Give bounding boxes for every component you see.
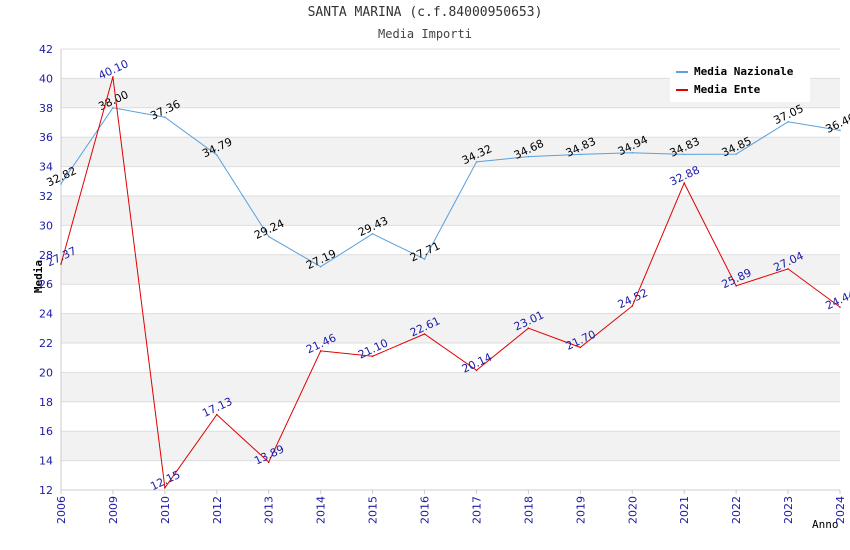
data-point: [579, 153, 582, 156]
data-point: [787, 120, 789, 123]
x-tick-label: 2020: [626, 496, 639, 524]
y-tick-label: 42: [39, 43, 53, 56]
legend-label-nazionale: Media Nazionale: [694, 65, 794, 78]
data-point: [164, 116, 166, 119]
x-tick-label: 2018: [522, 496, 535, 524]
data-point: [267, 461, 270, 464]
data-point: [735, 153, 737, 155]
series-line-nazionale: [60, 107, 841, 268]
data-point: [787, 268, 789, 270]
data-point: [423, 333, 426, 335]
y-tick-label: 28: [39, 249, 53, 262]
x-tick-label: 2014: [315, 496, 328, 524]
data-point: [579, 346, 582, 349]
data-point: [683, 153, 685, 156]
data-label: 24.44: [823, 287, 850, 312]
data-point: [112, 76, 114, 78]
y-tick-label: 22: [39, 337, 53, 350]
data-point: [216, 413, 218, 416]
legend-swatch-nazionale: [676, 71, 688, 73]
data-point: [267, 235, 270, 238]
data-point: [423, 258, 426, 260]
data-point: [112, 107, 114, 109]
y-tick-label: 38: [39, 102, 53, 115]
data-point: [371, 355, 374, 358]
y-tick-label: 14: [39, 455, 53, 468]
x-tick-label: 2023: [782, 496, 795, 524]
y-tick-label: 12: [39, 484, 53, 497]
y-tick-label: 24: [39, 308, 53, 321]
x-tick-label: 2009: [107, 496, 120, 524]
legend-item-ente: Media Ente: [676, 83, 760, 97]
chart-subtitle: Media Importi: [378, 27, 472, 41]
x-tick-label: 2024: [834, 496, 847, 524]
y-tick-label: 40: [39, 72, 53, 85]
grid-band: [61, 372, 840, 402]
data-point: [164, 486, 166, 489]
data-point: [216, 154, 218, 156]
y-tick-label: 36: [39, 131, 53, 144]
legend: Media Nazionale Media Ente: [670, 60, 810, 102]
y-tick-label: 32: [39, 190, 53, 203]
data-point: [475, 369, 478, 372]
x-tick-label: 2016: [419, 496, 432, 524]
data-label: 12.15: [148, 468, 182, 493]
legend-swatch-ente: [676, 89, 688, 91]
chart-title: SANTA MARINA (c.f.84000950653): [307, 5, 543, 20]
grid-band: [61, 137, 840, 167]
x-tick-label: 2015: [367, 496, 380, 524]
data-point: [527, 155, 530, 158]
data-point: [735, 285, 737, 287]
x-tick-label: 2021: [678, 496, 691, 524]
data-point: [527, 327, 530, 329]
x-tick-label: 2010: [159, 496, 172, 524]
data-point: [839, 306, 841, 308]
data-point: [839, 129, 841, 132]
data-point: [319, 265, 322, 268]
grid-band: [61, 254, 840, 285]
y-tick-label: 34: [39, 161, 53, 174]
data-label: 24.52: [616, 286, 650, 311]
data-point: [319, 350, 322, 352]
data-point: [631, 305, 634, 307]
x-tick-label: 2006: [55, 496, 68, 524]
data-point: [60, 263, 62, 265]
data-point: [371, 232, 374, 235]
grid-band: [61, 431, 840, 461]
x-tick-label: 2013: [263, 496, 276, 524]
series-line-ente: [60, 76, 841, 490]
grid-band: [61, 313, 840, 343]
legend-item-nazionale: Media Nazionale: [676, 65, 793, 79]
x-tick-label: 2019: [574, 496, 587, 524]
data-point: [683, 182, 685, 184]
data-point: [631, 151, 634, 154]
y-tick-label: 16: [39, 425, 53, 438]
data-label: 36.46: [823, 111, 850, 136]
y-tick-label: 26: [39, 278, 53, 291]
y-axis-label: Media: [32, 259, 46, 294]
y-tick-label: 20: [39, 366, 53, 379]
x-tick-label: 2017: [470, 496, 483, 524]
x-tick-label: 2012: [211, 496, 224, 524]
x-axis-label: Anno: [812, 518, 839, 531]
y-tick-label: 30: [39, 219, 53, 232]
x-tick-label: 2022: [730, 496, 743, 524]
data-point: [475, 161, 478, 163]
y-tick-label: 18: [39, 396, 53, 409]
legend-label-ente: Media Ente: [694, 83, 761, 96]
data-point: [60, 183, 62, 185]
